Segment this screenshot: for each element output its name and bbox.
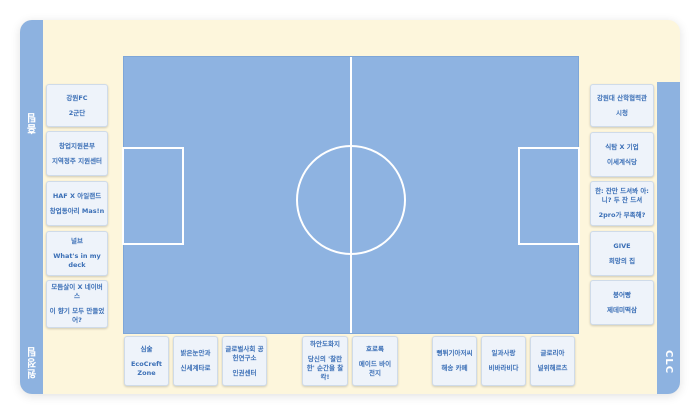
booth-name: 뻥튀기아저씨 (436, 349, 473, 357)
booth-sub: 이세계식당 (607, 157, 637, 166)
booth-sub: What's in my deck (53, 252, 101, 269)
booth-sub: 비바라비다 (488, 364, 519, 372)
booth-sub: 2pro가 부족해? (598, 211, 646, 219)
booth-sub: EcoCreft Zone (130, 359, 163, 377)
booth-sub: 신세계타로 (180, 364, 211, 372)
booth-sub: 널위해르츠 (537, 364, 568, 372)
booth-sub: 시청 (616, 108, 628, 117)
booth-name: 식탐 X 기업 (605, 142, 639, 151)
booth-sub: 이 향기 모두 만들었어? (49, 307, 105, 324)
booth-sub: 지역정주 지원센터 (51, 156, 103, 165)
booth-sub: 희망의 집 (608, 256, 636, 265)
booth-card[interactable]: 널브 What's in my deck (46, 231, 108, 276)
booth-sub: 인권센터 (232, 368, 257, 377)
right-team-bar (657, 82, 680, 394)
booth-name: 붕어빵 (613, 290, 631, 299)
away-team-label: 원정팀 (28, 346, 39, 379)
booth-name: GIVE (613, 241, 631, 250)
booth-name: 하안도화지 (310, 340, 340, 348)
home-team-label: 홈팀 (28, 112, 39, 134)
right-penalty-box (518, 147, 580, 245)
booth-name: 한: 잔만 드셔봐 아: 니? 두 잔 드셔 (595, 187, 649, 204)
booth-sub: 창업동아리 Mas!n (49, 206, 105, 215)
booth-card[interactable]: 강원FC 2군단 (46, 84, 108, 127)
left-penalty-box (122, 147, 184, 245)
booth-name: HAF X 아일랜드 (52, 191, 102, 200)
booth-name: 모듬살이 X 네이버스 (51, 283, 103, 300)
left-team-bar (20, 20, 43, 394)
booth-name: 글로리아 (540, 349, 565, 357)
booth-sub: 2군단 (68, 108, 86, 117)
booth-name: 일과사랑 (491, 349, 516, 357)
booth-sub: 당신의 '찰란한' 순간을 찰칵! (306, 355, 344, 381)
booth-sub: 제데미떡삼 (607, 305, 637, 314)
booth-name: 글로벌사회 공헌연구소 (225, 344, 264, 362)
booth-name: 심술 (140, 344, 153, 353)
booth-card[interactable]: 한: 잔만 드셔봐 아: 니? 두 잔 드셔 2pro가 부족해? (590, 181, 654, 226)
center-circle (296, 145, 406, 255)
booth-name: 강원FC (66, 93, 88, 102)
booth-name: 호로록 (366, 344, 384, 353)
booth-sub: 메이드 바이 전지 (358, 359, 392, 377)
booth-name: 강원대 산학협력관 (596, 93, 648, 102)
booth-card[interactable]: GIVE 희망의 집 (590, 231, 654, 276)
soccer-field (122, 56, 580, 334)
booth-card[interactable]: 심술 EcoCreft Zone (124, 336, 169, 386)
booth-name: 널브 (71, 237, 83, 245)
booth-sub: 해송 카페 (441, 364, 468, 372)
booth-name: 창업지원본부 (59, 141, 95, 150)
booth-name: 밝은눈안과 (180, 349, 211, 357)
clc-label: CLC (663, 350, 674, 375)
